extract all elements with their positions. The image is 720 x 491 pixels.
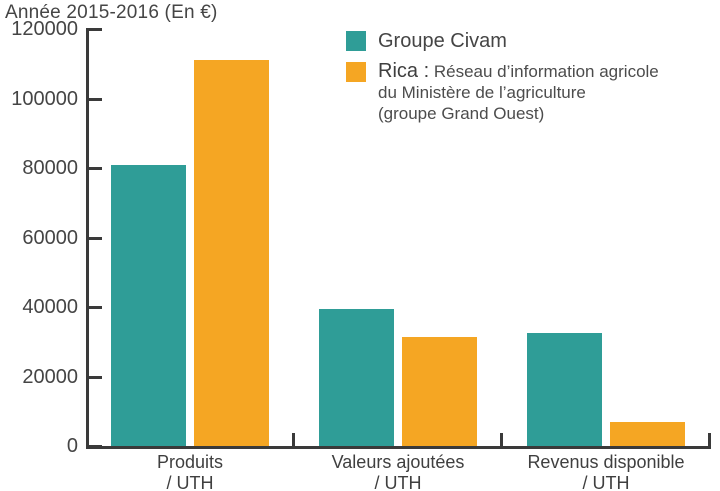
y-tick-label: 0 xyxy=(66,435,78,457)
bar-rica-3 xyxy=(610,422,685,446)
y-tick-label: 20000 xyxy=(22,366,78,388)
x-category-label-line: / UTH xyxy=(582,473,630,491)
y-tick-label: 40000 xyxy=(22,296,78,318)
y-axis-tick xyxy=(86,28,102,31)
y-axis-tick xyxy=(86,376,102,379)
legend-rica-lead: Rica : xyxy=(378,60,430,82)
y-axis-tick xyxy=(86,98,102,101)
y-tick-label: 120000 xyxy=(11,18,78,40)
x-category-label: Produits / UTH xyxy=(80,452,300,491)
x-category-label-line: Produits xyxy=(156,452,224,472)
legend-item-rica: Rica : Réseau d’information agricole du … xyxy=(346,61,716,124)
x-axis-separator-tick xyxy=(292,433,295,449)
x-axis-line xyxy=(86,446,710,449)
bar-rica-2 xyxy=(402,337,477,446)
legend-label-groupe-civam: Groupe Civam xyxy=(378,30,507,52)
bar-groupe-civam-1 xyxy=(111,165,186,446)
legend-label-rica: Rica : Réseau d’information agricole du … xyxy=(378,61,659,124)
civam-color-swatch-icon xyxy=(346,31,366,51)
y-axis-tick xyxy=(86,167,102,170)
bar-groupe-civam-2 xyxy=(319,309,394,446)
y-tick-label: 100000 xyxy=(11,88,78,110)
legend-rica-line-2: du Ministère de l’agriculture xyxy=(378,83,586,102)
legend-rica-line-1: Rica : Réseau d’information agricole xyxy=(378,61,659,82)
legend: Groupe Civam Rica : Réseau d’information… xyxy=(346,30,716,124)
x-category-label-line: / UTH xyxy=(374,473,422,491)
y-tick-label: 60000 xyxy=(22,227,78,249)
legend-rica-line-3: (groupe Grand Ouest) xyxy=(378,104,545,123)
y-axis-tick xyxy=(86,237,102,240)
x-category-label: Valeurs ajoutées / UTH xyxy=(288,452,508,491)
chart-title: Année 2015-2016 (En €) xyxy=(5,2,218,23)
y-axis-tick xyxy=(86,445,102,448)
bar-rica-1 xyxy=(194,60,269,446)
x-axis-separator-tick xyxy=(500,433,503,449)
bar-groupe-civam-3 xyxy=(527,333,602,446)
y-axis-tick xyxy=(86,306,102,309)
x-axis-separator-tick xyxy=(708,433,711,449)
x-category-label-line: Revenus disponible xyxy=(527,452,685,472)
y-tick-label: 80000 xyxy=(22,157,78,179)
x-category-label-line: / UTH xyxy=(166,473,214,491)
rica-color-swatch-icon xyxy=(346,62,366,82)
x-category-label: Revenus disponible / UTH xyxy=(496,452,716,491)
x-category-label-line: Valeurs ajoutées xyxy=(331,452,465,472)
legend-item-groupe-civam: Groupe Civam xyxy=(346,30,716,52)
legend-rica-desc-1: Réseau d’information agricole xyxy=(433,62,659,81)
